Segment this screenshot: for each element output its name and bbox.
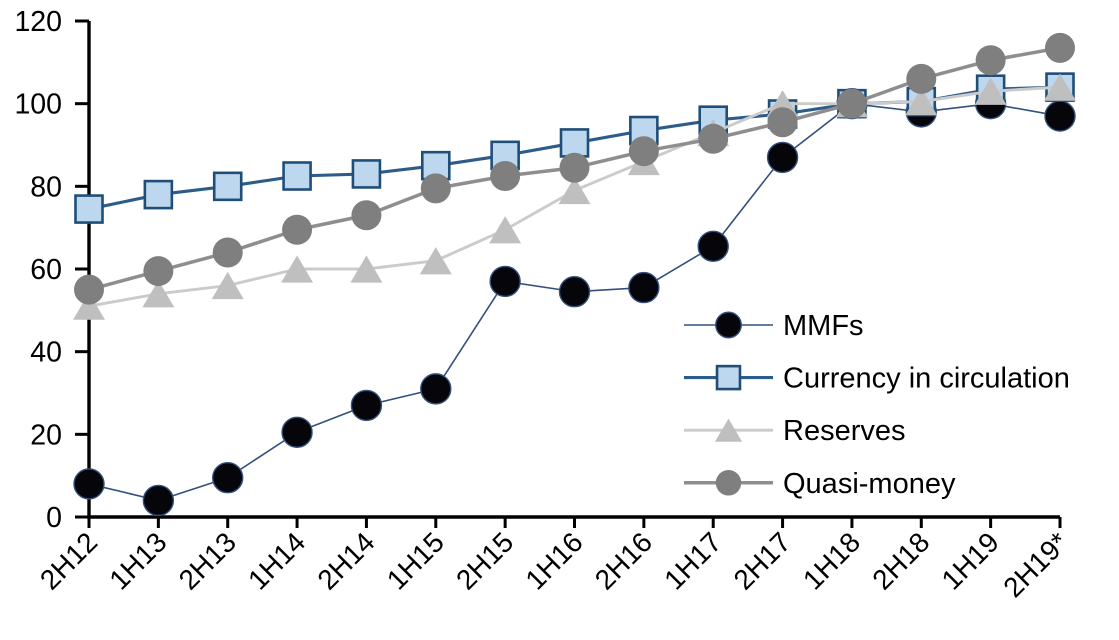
x-tick-label: 2H19* <box>997 526 1074 603</box>
marker-reserves-triangle <box>489 216 522 244</box>
series-quasi-money <box>74 32 1075 305</box>
x-tick-label: 1H17 <box>658 526 727 595</box>
marker-currency-in-circulation-square <box>559 128 590 158</box>
marker-quasi-money-circle <box>975 45 1006 76</box>
marker-mmfs-circle <box>281 416 313 448</box>
marker-currency-in-circulation-square <box>351 159 382 189</box>
y-axis-labels: 0 20 40 60 80 100 120 <box>14 6 62 534</box>
series-mmfs <box>73 87 1076 517</box>
marker-currency-in-circulation-square <box>715 364 742 391</box>
x-tick-label: 1H16 <box>519 526 588 595</box>
marker-reserves-triangle <box>714 418 743 442</box>
marker-reserves-triangle <box>419 247 452 275</box>
x-tick-label: 1H18 <box>797 526 866 595</box>
axes <box>75 19 1062 528</box>
marker-reserves-triangle <box>350 255 383 283</box>
y-tick-label: 100 <box>14 89 62 121</box>
legend-item-quasi-money: Quasi-money <box>684 468 956 500</box>
marker-mmfs-circle <box>715 311 742 339</box>
marker-mmfs-circle <box>766 141 799 174</box>
marker-mmfs-circle <box>697 230 729 262</box>
marker-quasi-money-circle <box>715 470 742 496</box>
marker-quasi-money-circle <box>143 256 174 287</box>
marker-quasi-money-circle <box>628 136 659 167</box>
marker-quasi-money-circle <box>74 274 104 305</box>
x-tick-label: 2H13 <box>173 526 242 595</box>
marker-mmfs-circle <box>628 271 660 304</box>
marker-mmfs-circle <box>73 468 105 500</box>
marker-quasi-money-circle <box>767 107 798 138</box>
x-tick-label: 2H18 <box>866 526 935 595</box>
marker-quasi-money-circle <box>836 88 867 119</box>
legend-label-quasi-money: Quasi-money <box>783 468 956 500</box>
x-tick-label: 2H15 <box>450 526 519 595</box>
marker-reserves-triangle <box>73 292 105 320</box>
marker-quasi-money-circle <box>1045 32 1075 63</box>
marker-quasi-money-circle <box>906 63 937 94</box>
marker-quasi-money-circle <box>420 173 451 204</box>
x-tick-label: 2H17 <box>728 526 797 595</box>
marker-reserves-triangle <box>974 77 1007 105</box>
marker-reserves-triangle <box>1044 73 1076 101</box>
y-tick-label: 40 <box>30 337 62 369</box>
marker-currency-in-circulation-square <box>74 194 104 224</box>
x-tick-label: 1H19 <box>936 526 1005 595</box>
marker-currency-in-circulation-square <box>282 161 312 191</box>
x-tick-label: 1H13 <box>103 526 172 595</box>
x-tick-label: 2H14 <box>311 526 380 595</box>
legend-label-mmfs: MMFs <box>783 310 864 342</box>
x-tick-label: 2H16 <box>589 526 658 595</box>
legend-label-currency-in-circulation: Currency in circulation <box>783 363 1070 395</box>
y-tick-label: 60 <box>30 254 62 286</box>
y-tick-label: 20 <box>30 419 62 451</box>
legend-item-mmfs: MMFs <box>684 310 864 342</box>
legend-item-currency-in-circulation: Currency in circulation <box>684 363 1070 395</box>
y-tick-label: 80 <box>30 171 62 203</box>
marker-mmfs-circle <box>420 373 452 405</box>
marker-quasi-money-circle <box>351 200 382 231</box>
legend-label-reserves: Reserves <box>783 415 906 447</box>
marker-mmfs-circle <box>142 484 175 517</box>
marker-currency-in-circulation-square <box>143 179 174 210</box>
marker-currency-in-circulation-square <box>212 171 243 202</box>
x-tick-label: 1H14 <box>242 526 311 595</box>
marker-quasi-money-circle <box>559 152 590 183</box>
marker-reserves-triangle <box>558 176 591 205</box>
marker-quasi-money-circle <box>490 161 521 191</box>
marker-mmfs-circle <box>558 276 591 308</box>
marker-mmfs-circle <box>489 265 521 298</box>
legend-item-reserves: Reserves <box>684 415 906 447</box>
data-series <box>73 32 1076 517</box>
y-tick-label: 120 <box>14 6 62 38</box>
marker-reserves-triangle <box>211 271 244 300</box>
marker-mmfs-circle <box>212 462 244 494</box>
marker-mmfs-circle <box>1044 100 1076 132</box>
marker-quasi-money-circle <box>212 237 243 268</box>
marker-mmfs-circle <box>350 389 383 422</box>
x-axis-labels: 2H12 1H13 2H13 1H14 2H14 1H15 2H15 1H16 2H16 1H17… <box>34 526 1074 603</box>
marker-quasi-money-circle <box>282 214 313 245</box>
marker-reserves-triangle <box>281 255 314 283</box>
marker-reserves-triangle <box>142 280 175 308</box>
marker-reserves-triangle <box>905 88 938 116</box>
x-tick-label: 2H12 <box>34 526 103 595</box>
x-tick-label: 1H15 <box>381 526 450 595</box>
marker-quasi-money-circle <box>698 123 729 154</box>
y-tick-label: 0 <box>46 502 62 534</box>
legend: MMFs Currency in circulation Reserves Quasi… <box>684 310 1070 500</box>
